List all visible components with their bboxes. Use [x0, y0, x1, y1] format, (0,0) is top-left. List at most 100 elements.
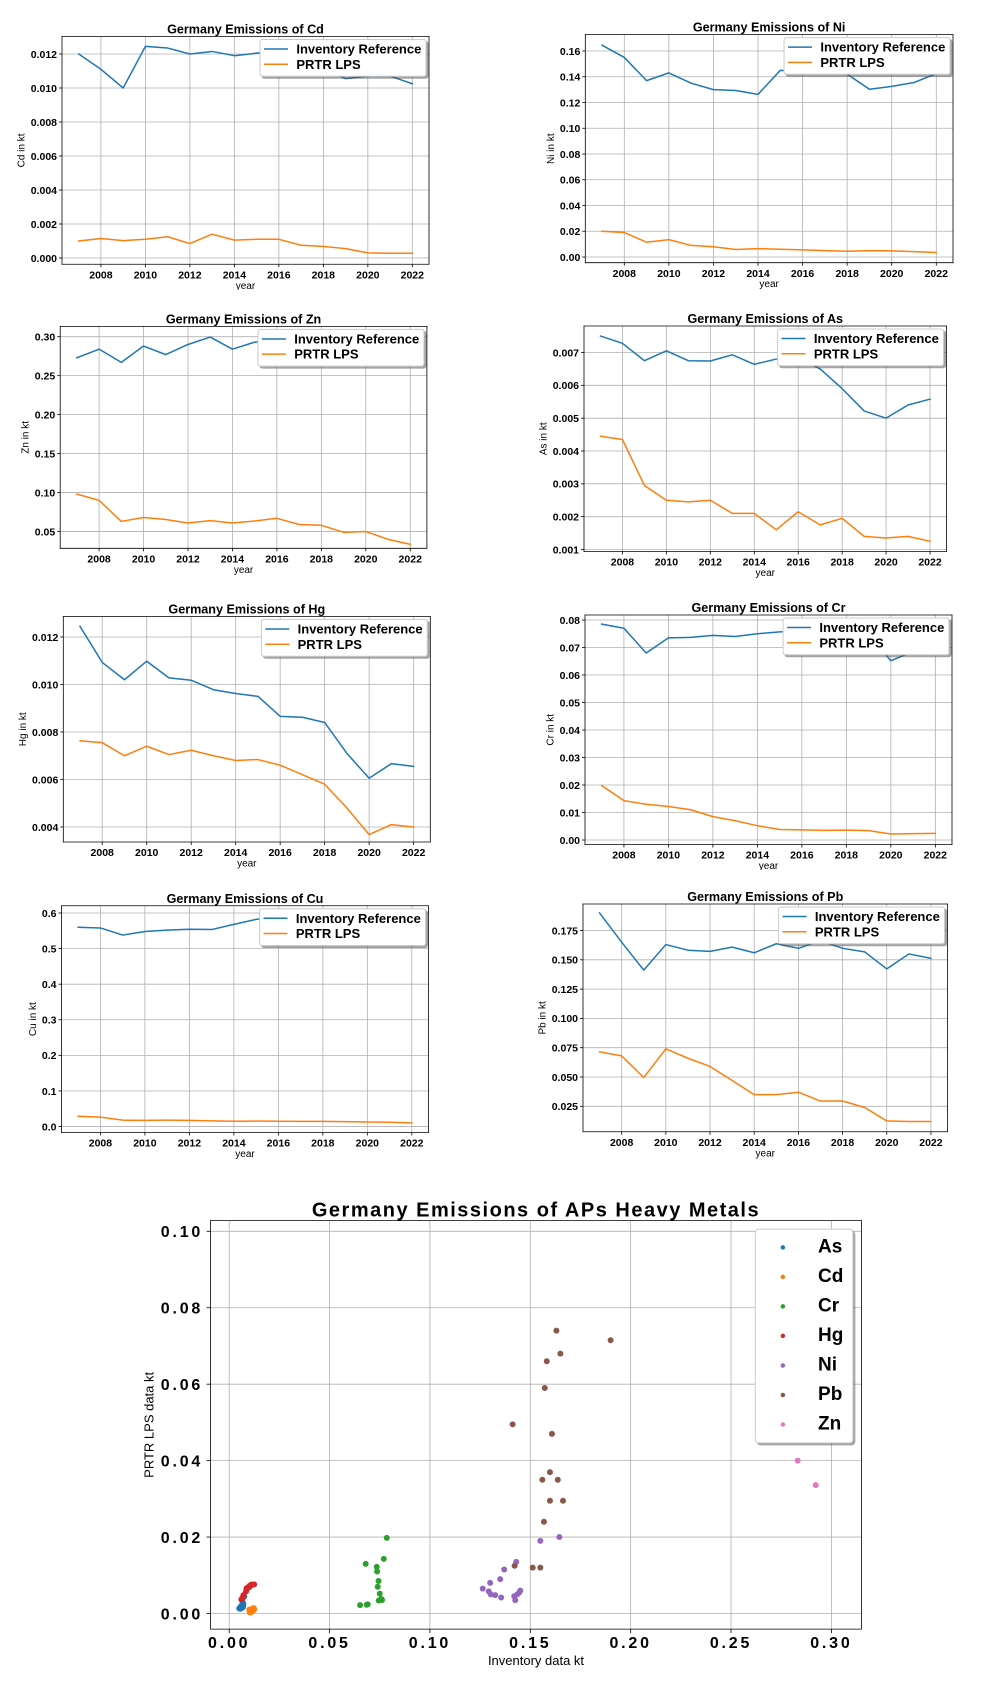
svg-text:2020: 2020	[356, 1138, 380, 1150]
svg-text:2012: 2012	[176, 553, 200, 565]
svg-text:year: year	[235, 1149, 255, 1160]
svg-text:2022: 2022	[399, 553, 423, 565]
svg-text:0.06: 0.06	[560, 670, 581, 682]
svg-text:Germany Emissions of Cd: Germany Emissions of Cd	[167, 23, 324, 37]
svg-text:0.125: 0.125	[552, 984, 578, 996]
svg-text:Pb: Pb	[818, 1384, 842, 1405]
svg-text:0.010: 0.010	[32, 679, 58, 691]
svg-text:0.04: 0.04	[560, 200, 581, 212]
svg-text:2012: 2012	[702, 268, 726, 280]
svg-text:2010: 2010	[655, 557, 679, 569]
svg-text:Germany Emissions of As: Germany Emissions of As	[687, 312, 843, 326]
svg-text:2020: 2020	[879, 850, 903, 862]
svg-text:0.006: 0.006	[32, 774, 58, 786]
svg-text:PRTR LPS: PRTR LPS	[819, 635, 884, 650]
svg-text:2014: 2014	[221, 553, 245, 565]
svg-text:0.14: 0.14	[560, 72, 581, 84]
svg-text:0.04: 0.04	[560, 725, 581, 737]
svg-text:0.3: 0.3	[42, 1015, 57, 1027]
svg-text:Inventory Reference: Inventory Reference	[814, 331, 939, 346]
svg-text:Hg in kt: Hg in kt	[18, 712, 29, 746]
svg-text:2012: 2012	[701, 850, 725, 862]
svg-text:PRTR LPS: PRTR LPS	[294, 347, 359, 362]
svg-text:0.025: 0.025	[552, 1101, 578, 1113]
svg-text:2012: 2012	[178, 269, 202, 281]
svg-text:PRTR LPS: PRTR LPS	[820, 55, 885, 70]
svg-text:0.05: 0.05	[308, 1635, 350, 1652]
svg-text:2016: 2016	[265, 553, 289, 565]
svg-text:0.003: 0.003	[553, 479, 579, 491]
svg-text:0.15: 0.15	[35, 448, 56, 460]
svg-text:Hg: Hg	[818, 1325, 843, 1346]
svg-text:2018: 2018	[313, 847, 337, 859]
svg-text:2022: 2022	[401, 269, 425, 281]
svg-text:year: year	[756, 568, 776, 579]
svg-text:Inventory Reference: Inventory Reference	[294, 331, 419, 346]
svg-text:PRTR LPS: PRTR LPS	[814, 346, 879, 361]
svg-text:0.10: 0.10	[35, 487, 56, 499]
svg-text:2010: 2010	[657, 850, 681, 862]
svg-text:PRTR LPS data kt: PRTR LPS data kt	[141, 1371, 156, 1477]
svg-text:2010: 2010	[657, 268, 681, 280]
svg-text:2018: 2018	[830, 557, 854, 569]
svg-text:Cr: Cr	[818, 1295, 840, 1316]
svg-text:0.0: 0.0	[42, 1121, 57, 1133]
svg-text:0.06: 0.06	[161, 1377, 203, 1394]
svg-text:Cd: Cd	[818, 1266, 843, 1287]
svg-text:0.006: 0.006	[553, 380, 579, 392]
svg-text:2022: 2022	[919, 1137, 943, 1149]
svg-text:0.02: 0.02	[161, 1530, 203, 1547]
svg-text:2020: 2020	[354, 553, 378, 565]
svg-text:0.00: 0.00	[560, 835, 581, 847]
svg-text:Ni: Ni	[818, 1354, 837, 1375]
svg-text:2008: 2008	[91, 847, 115, 859]
svg-text:0.006: 0.006	[31, 151, 57, 163]
svg-text:0.00: 0.00	[560, 252, 581, 264]
svg-text:2020: 2020	[875, 1137, 899, 1149]
svg-text:year: year	[756, 1148, 776, 1159]
svg-text:2022: 2022	[924, 850, 948, 862]
svg-text:2014: 2014	[224, 847, 248, 859]
svg-text:0.10: 0.10	[409, 1635, 451, 1652]
svg-text:PRTR LPS: PRTR LPS	[298, 637, 363, 652]
svg-text:0.02: 0.02	[560, 226, 581, 238]
svg-text:As in kt: As in kt	[539, 422, 550, 455]
svg-text:2010: 2010	[134, 269, 158, 281]
svg-text:0.20: 0.20	[35, 409, 56, 421]
svg-text:2012: 2012	[180, 847, 204, 859]
svg-text:2020: 2020	[357, 847, 381, 859]
svg-text:2022: 2022	[400, 1138, 424, 1150]
svg-text:Cd in kt: Cd in kt	[17, 133, 28, 167]
svg-text:Germany Emissions of Hg: Germany Emissions of Hg	[168, 603, 325, 617]
svg-text:2016: 2016	[787, 557, 811, 569]
svg-text:0.008: 0.008	[31, 117, 57, 129]
svg-text:0.005: 0.005	[553, 413, 579, 425]
svg-text:0.05: 0.05	[560, 697, 581, 709]
svg-text:0.00: 0.00	[161, 1606, 203, 1623]
svg-text:PRTR LPS: PRTR LPS	[296, 57, 361, 72]
svg-text:0.12: 0.12	[560, 97, 581, 109]
svg-text:2014: 2014	[743, 1137, 767, 1149]
svg-text:year: year	[236, 281, 256, 290]
svg-text:0.050: 0.050	[552, 1072, 578, 1084]
svg-text:0.08: 0.08	[560, 149, 581, 161]
svg-text:Zn: Zn	[818, 1413, 841, 1434]
svg-text:2018: 2018	[835, 850, 859, 862]
svg-text:2020: 2020	[874, 557, 898, 569]
svg-text:0.05: 0.05	[35, 526, 56, 538]
svg-text:2014: 2014	[223, 269, 247, 281]
svg-text:2014: 2014	[746, 268, 770, 280]
svg-text:Inventory Reference: Inventory Reference	[820, 40, 945, 55]
svg-text:2016: 2016	[267, 1138, 291, 1150]
svg-text:2014: 2014	[746, 850, 770, 862]
svg-text:0.6: 0.6	[42, 908, 57, 920]
svg-text:Germany Emissions of Ni: Germany Emissions of Ni	[693, 21, 846, 35]
svg-text:2018: 2018	[831, 1137, 855, 1149]
svg-text:0.4: 0.4	[42, 979, 57, 991]
svg-text:0.10: 0.10	[560, 123, 581, 135]
svg-text:Inventory Reference: Inventory Reference	[298, 622, 423, 637]
svg-text:PRTR LPS: PRTR LPS	[815, 924, 880, 939]
svg-text:0.2: 0.2	[42, 1050, 57, 1062]
svg-text:Zn in kt: Zn in kt	[21, 421, 32, 454]
svg-text:0.07: 0.07	[560, 642, 581, 654]
